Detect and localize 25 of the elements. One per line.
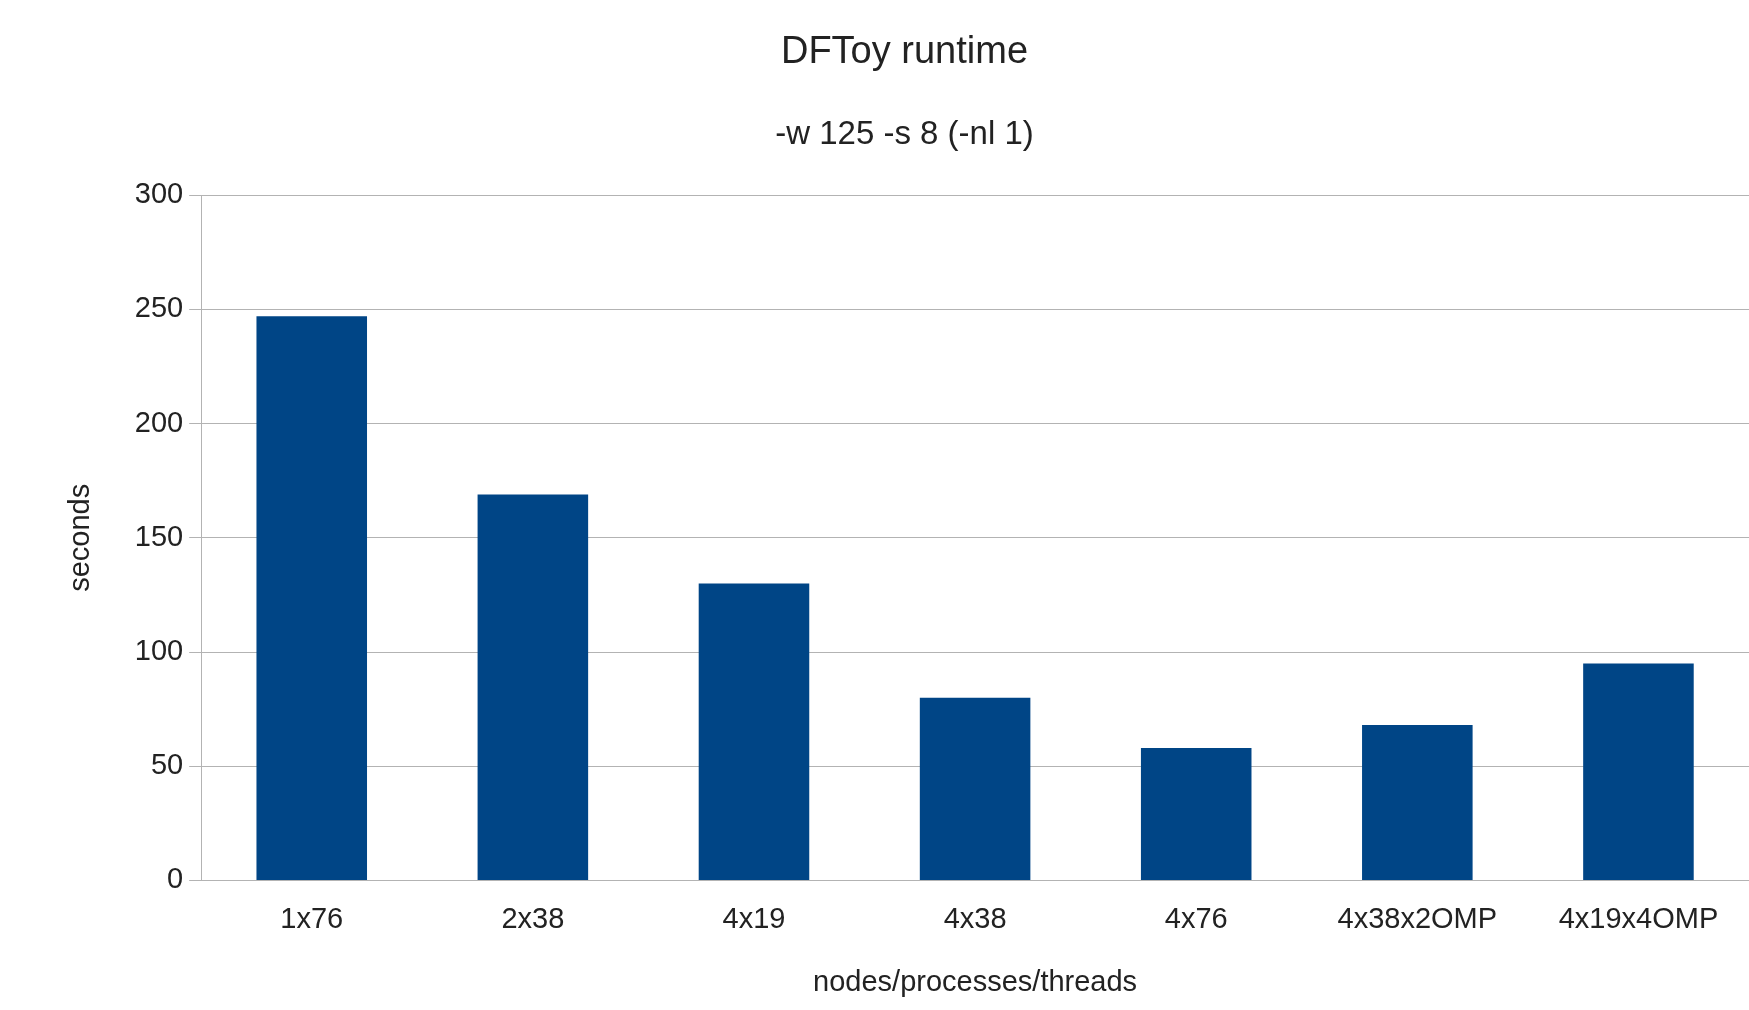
x-tick-label: 1x76 <box>280 901 344 934</box>
y-tick-label: 150 <box>134 519 184 552</box>
bar <box>919 697 1031 880</box>
bar <box>1362 725 1473 880</box>
x-tick-label: 4x38 <box>943 901 1007 934</box>
y-tick-label: 50 <box>150 748 184 781</box>
bar <box>477 494 589 880</box>
bar <box>1140 747 1252 880</box>
x-tick-label: 2x38 <box>501 901 565 934</box>
y-tick-label: 250 <box>134 291 184 324</box>
chart-subtitle: -w 125 -s 8 (-nl 1) <box>775 114 1034 152</box>
x-tick-label: 4x76 <box>1164 901 1228 934</box>
bar <box>1583 663 1694 880</box>
y-tick-label: 100 <box>134 634 184 666</box>
bar <box>698 583 810 880</box>
bar <box>256 316 368 880</box>
y-tick-label: 0 <box>167 862 184 895</box>
y-tick-label: 200 <box>134 405 184 438</box>
chart-title: DFToy runtime <box>780 29 1029 72</box>
x-tick-label: 4x19 <box>722 901 786 934</box>
x-tick-label: 4x19x4OMP <box>1558 901 1719 934</box>
y-tick-label: 300 <box>134 177 184 210</box>
x-axis-title: nodes/processes/threads <box>813 964 1138 997</box>
x-tick-label: 4x38x2OMP <box>1337 901 1498 934</box>
y-axis-title: seconds <box>63 483 96 592</box>
